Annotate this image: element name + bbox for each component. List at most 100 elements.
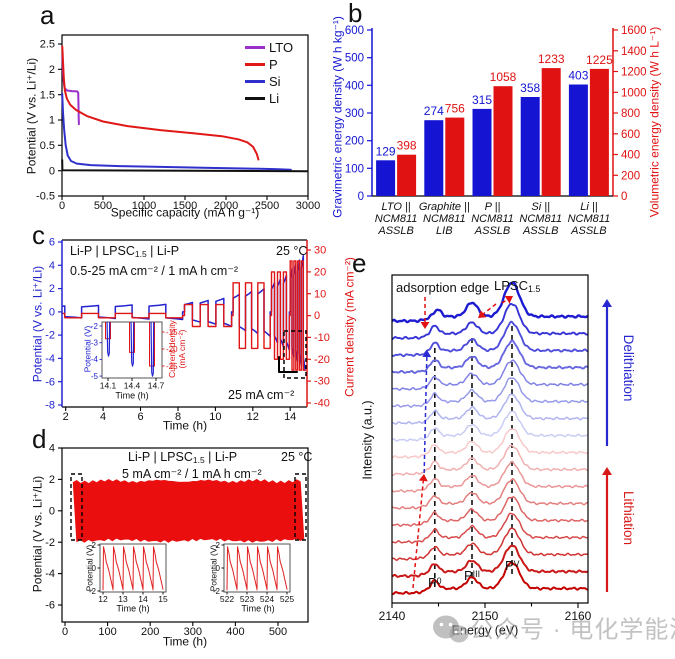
category-label: NCM811 [471, 213, 514, 225]
category-label: P || [485, 201, 501, 213]
panel-c-plot: 2 4 6 8 10 12 146420-2-4-6-83020100-10-20-30-4… [45, 237, 330, 423]
spectrum-curve [392, 561, 588, 596]
tick-label: 1000 [621, 87, 647, 99]
tick-label: 14.4 [124, 381, 141, 391]
tick-label: -15 [166, 328, 178, 337]
category-label: NCM811 [423, 213, 466, 225]
d-cell-title: Li-P | LPSC1.5 | Li-P [128, 450, 238, 466]
tick-label: 500 [345, 53, 364, 65]
tick-label: 2140 [379, 609, 406, 623]
vol-bar [541, 68, 561, 196]
vol-value-label: 1233 [538, 52, 565, 66]
vol-value-label: 1225 [586, 53, 613, 67]
tick-label: 523 [240, 594, 254, 604]
tick-label: 2150 [472, 609, 499, 623]
c-y-left-axis-title: Potential (V vs. Li⁺/Li) [30, 265, 45, 383]
tick-label: -4 [91, 355, 99, 364]
e-lithiation-label: Lithiation [621, 490, 637, 546]
lto-line-swatch [245, 46, 265, 49]
tick-label: -0.5 [36, 191, 55, 203]
grav-value-label: 274 [424, 104, 444, 118]
panel-d-label: d [32, 424, 47, 454]
spectrum-curve [392, 393, 588, 425]
spectrum-curve [392, 320, 588, 358]
tick-label: 600 [621, 129, 640, 141]
d-rate-label: 5 mA cm⁻² / 1 mA h cm⁻² [122, 467, 262, 481]
e-p0-peak-label: P0 [428, 575, 442, 590]
tick-label: 13 [118, 594, 128, 604]
d-inset2-x-title: Time (h) [241, 603, 275, 614]
spectrum-curve [392, 410, 588, 442]
tick-label: 2 [216, 541, 221, 550]
tick-label: 6 [49, 237, 55, 249]
tick-label: -40 [314, 398, 330, 410]
tick-label: 600 [345, 25, 364, 37]
category-label: ASSLB [570, 225, 606, 237]
si-line-swatch [245, 80, 265, 83]
grav-value-label: 403 [568, 69, 588, 83]
tick-label: 2160 [565, 609, 592, 623]
tick-label: 0 [59, 200, 65, 212]
tick-label: 2 [92, 541, 97, 550]
grav-bar [376, 160, 396, 196]
tick-label: 200 [141, 626, 159, 638]
tick-label: 2000 [214, 200, 238, 212]
tick-label: 14.7 [148, 381, 165, 391]
tick-label: 30 [314, 245, 326, 257]
spectrum-curve [392, 359, 588, 391]
tick-label: 200 [345, 136, 364, 148]
d-temperature-label: 25 °C [281, 450, 313, 464]
panel-c-label: c [32, 220, 45, 250]
spectrum-curve [392, 444, 588, 476]
d-inset2-y-title: Potential (V) [208, 544, 219, 592]
c-temperature-label: 25 °C [276, 244, 308, 258]
tick-label: -8 [45, 400, 55, 412]
vol-bar [445, 117, 465, 196]
panel-b-label: b [348, 0, 363, 28]
tick-label: 14 [138, 594, 148, 604]
tick-label: -20 [314, 354, 330, 366]
tick-label: -25 [166, 362, 178, 371]
category-label: NCM811 [375, 213, 418, 225]
c-y-right-axis-title: Current density (mA cm⁻²) [342, 257, 357, 397]
panel-a-plot: 0 500 1000 1500 2000 2500 3000 -0.5 0 0.5 1 1.5 2 2.5 [36, 34, 320, 212]
category-label: ASSLB [474, 225, 510, 237]
tick-label: 4 [49, 260, 55, 272]
spectrum-curve [392, 544, 588, 579]
panel-e-label: e [352, 248, 367, 278]
watermark: 公众号 · 电化学能源 [430, 612, 675, 648]
category-label: ASSLB [522, 225, 558, 237]
tick-label: 4 [49, 443, 55, 455]
grav-bar [568, 84, 588, 196]
tick-label: 1600 [621, 25, 647, 37]
e-guides [433, 326, 513, 588]
tick-label: 1.5 [40, 89, 55, 101]
tick-label: 500 [94, 200, 112, 212]
spectrum-curve [392, 478, 588, 510]
tick-label: 1000 [132, 200, 156, 212]
category-label: LIB [436, 225, 453, 237]
spectrum-curve [392, 377, 588, 408]
tick-label: 2.5 [40, 39, 55, 51]
e-p5-peak-label: PV [505, 558, 520, 573]
tick-label: -2 [45, 330, 55, 342]
a-legend: LTO P Si Li [245, 39, 293, 107]
grav-bar [520, 97, 540, 196]
e-adsorption-edge-label: adsorption edge [396, 280, 490, 295]
a-legend-item-lto: LTO [245, 39, 293, 56]
tick-label: -2 [45, 537, 55, 549]
d-y-axis-title: Potential (V vs. Li⁺/Li) [30, 475, 45, 593]
tick-label: 3000 [296, 200, 320, 212]
category-label: Si || [531, 201, 550, 213]
tick-label: -10 [314, 332, 330, 344]
a-legend-item-p: P [245, 56, 293, 73]
tick-label: 15 [158, 594, 168, 604]
tick-label: 1500 [173, 200, 197, 212]
grav-bar [424, 120, 444, 196]
vol-value-label: 1058 [490, 70, 517, 84]
tick-label: 524 [260, 594, 274, 604]
c-current-note: 25 mA cm⁻² [228, 388, 295, 402]
wechat-icon [433, 615, 469, 643]
tick-label: 800 [621, 108, 640, 120]
